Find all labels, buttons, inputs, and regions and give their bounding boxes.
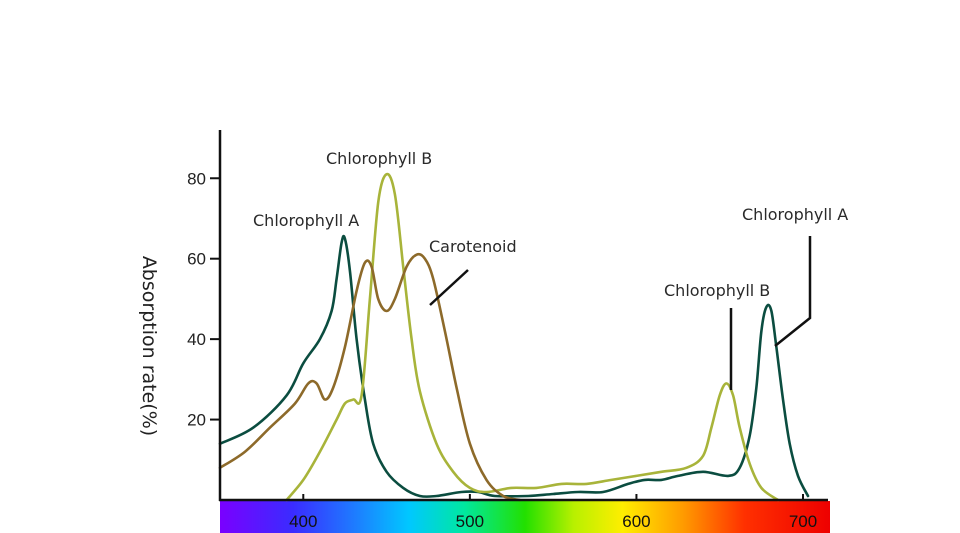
y-tick-label: 60 (187, 250, 206, 269)
series-line-carotenoid (218, 252, 522, 502)
series-line-chlorophyll-b (285, 172, 780, 502)
annotation-chlorophyll-a-blue: Chlorophyll A (253, 211, 359, 230)
y-axis-title: Absorption rate(%) (138, 256, 160, 436)
y-tick-label: 40 (187, 330, 206, 349)
axis-ticks (210, 177, 805, 500)
series-layer (218, 172, 810, 502)
x-tick-label: 500 (456, 512, 484, 531)
carotenoid-leader (429, 269, 469, 306)
leader-lines (429, 236, 812, 390)
x-tick-label: 600 (622, 512, 650, 531)
x-tick-label: 400 (289, 512, 317, 531)
y-tick-label: 20 (187, 411, 206, 430)
series-line-chlorophyll-a (218, 234, 810, 499)
x-tick-labels: 400 500 600 700 (289, 512, 817, 531)
annotation-chlorophyll-b-blue: Chlorophyll B (326, 149, 432, 168)
annotation-chlorophyll-a-red: Chlorophyll A (742, 205, 848, 224)
x-tick-label: 700 (789, 512, 817, 531)
y-tick-labels: 20 40 60 80 (187, 169, 206, 429)
y-tick-label: 80 (187, 169, 206, 188)
annotation-chlorophyll-b-red: Chlorophyll B (664, 281, 770, 300)
chlorophyll-a-red-leader (774, 236, 812, 347)
annotation-carotenoid: Carotenoid (429, 237, 517, 256)
visible-spectrum-bar (220, 501, 830, 533)
